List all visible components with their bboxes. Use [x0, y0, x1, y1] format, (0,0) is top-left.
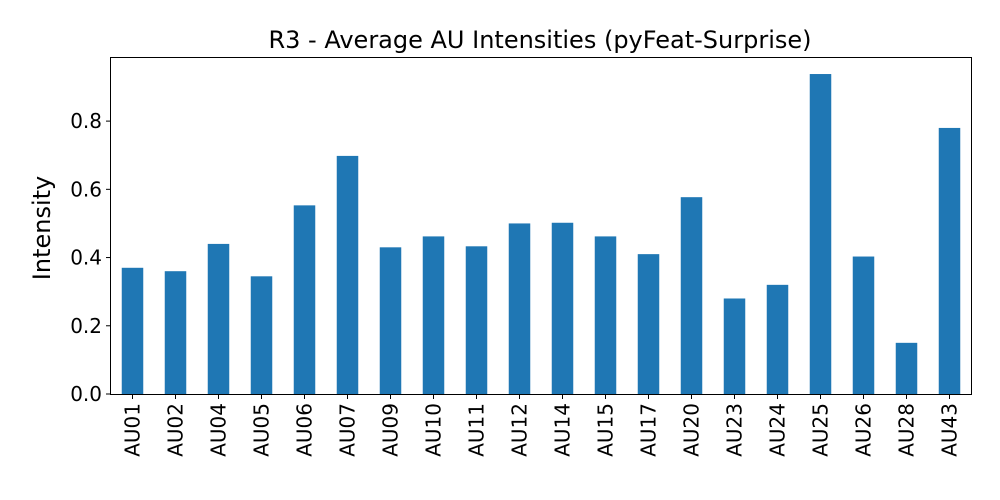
bar-au43 [938, 127, 961, 395]
y-tick-label: 0.2 [70, 314, 102, 338]
bar-au17 [637, 254, 660, 394]
x-tick-label: AU43 [938, 403, 962, 457]
y-tick-label: 0.4 [70, 246, 102, 270]
bar-au07 [336, 155, 359, 394]
x-tick-label: AU07 [336, 403, 360, 457]
x-tick-label: AU09 [379, 403, 403, 457]
bar-au01 [121, 267, 144, 394]
x-tick-label: AU12 [508, 403, 532, 457]
bar-au24 [766, 284, 789, 394]
bar-au04 [207, 243, 230, 394]
x-tick-label: AU28 [895, 403, 919, 457]
x-axis-ticks: AU01 AU02 AU04 AU05 AU06 AU07 AU09 AU10 AU11 AU12… [121, 394, 962, 457]
x-tick-label: AU04 [207, 403, 231, 457]
bar-au12 [508, 223, 531, 394]
x-tick-label: AU15 [594, 403, 618, 457]
bar-au09 [379, 247, 402, 394]
y-tick-label: 0.6 [70, 177, 102, 201]
x-tick-label: AU05 [250, 403, 274, 457]
y-tick-label: 0.0 [70, 382, 102, 406]
x-tick-label: AU20 [680, 403, 704, 457]
x-tick-label: AU02 [164, 403, 188, 457]
x-tick-label: AU10 [422, 403, 446, 457]
x-tick-label: AU14 [551, 403, 575, 457]
bar-au15 [594, 236, 617, 394]
bar-au23 [723, 298, 746, 394]
bar-au06 [293, 205, 316, 394]
y-axis-ticks: 0.0 0.2 0.4 0.6 0.8 [70, 109, 111, 406]
bar-au10 [422, 236, 445, 394]
x-tick-label: AU26 [852, 403, 876, 457]
bar-au05 [250, 276, 273, 394]
x-tick-label: AU23 [723, 403, 747, 457]
y-tick-label: 0.8 [70, 109, 102, 133]
bar-au28 [895, 342, 918, 394]
bar-au26 [852, 256, 875, 394]
y-axis-label: Intensity [28, 176, 56, 280]
chart-title: R3 - Average AU Intensities (pyFeat-Surp… [268, 26, 811, 54]
bar-au20 [680, 197, 703, 394]
x-tick-label: AU06 [293, 403, 317, 457]
bar-au14 [551, 222, 574, 394]
bar-au11 [465, 246, 488, 394]
plot-frame [110, 57, 972, 395]
x-tick-label: AU24 [766, 403, 790, 457]
x-tick-label: AU11 [465, 403, 489, 457]
bar-au25 [809, 74, 832, 394]
bar-au02 [164, 271, 187, 394]
x-tick-label: AU17 [637, 403, 661, 457]
bars-layer [121, 74, 961, 395]
x-tick-label: AU01 [121, 403, 145, 457]
x-tick-label: AU25 [809, 403, 833, 457]
